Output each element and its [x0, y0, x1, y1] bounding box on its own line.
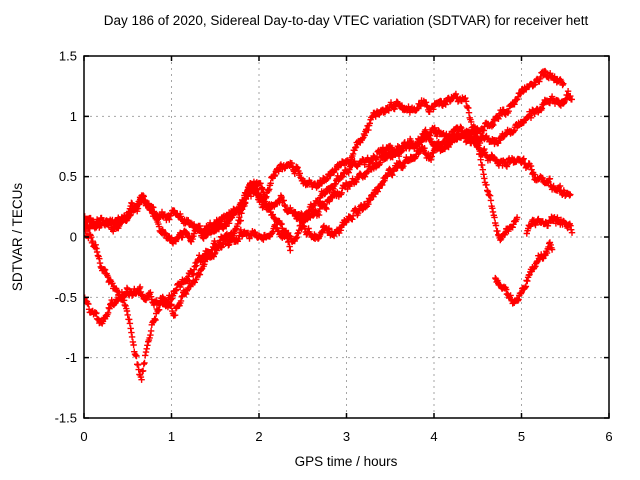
x-tick-label: 6 — [605, 429, 612, 444]
series-trace-5 — [292, 67, 567, 226]
y-tick-label: 0 — [70, 230, 77, 245]
y-tick-label: 0.5 — [59, 169, 77, 184]
x-tick-label: 0 — [80, 429, 87, 444]
y-tick-label: -0.5 — [55, 290, 77, 305]
x-axis-label: GPS time / hours — [295, 454, 398, 469]
y-tick-label: 1.5 — [59, 49, 77, 64]
x-tick-label: 4 — [430, 429, 437, 444]
y-tick-label: -1 — [65, 350, 77, 365]
x-tick-label: 5 — [518, 429, 525, 444]
y-tick-label: 1 — [70, 109, 77, 124]
x-tick-label: 1 — [168, 429, 175, 444]
chart-title: Day 186 of 2020, Sidereal Day-to-day VTE… — [104, 13, 589, 28]
x-tick-label: 2 — [255, 429, 262, 444]
tick-marks — [83, 55, 610, 419]
tick-labels: 0 1 2 3 4 5 6 -1.5 -1 -0.5 0 0.5 1 1.5 — [55, 49, 613, 445]
y-axis-label: SDTVAR / TECUs — [10, 183, 25, 292]
series-layer — [84, 67, 576, 383]
tick-path — [83, 55, 610, 419]
x-tick-label: 3 — [343, 429, 350, 444]
y-tick-label: -1.5 — [55, 411, 77, 426]
